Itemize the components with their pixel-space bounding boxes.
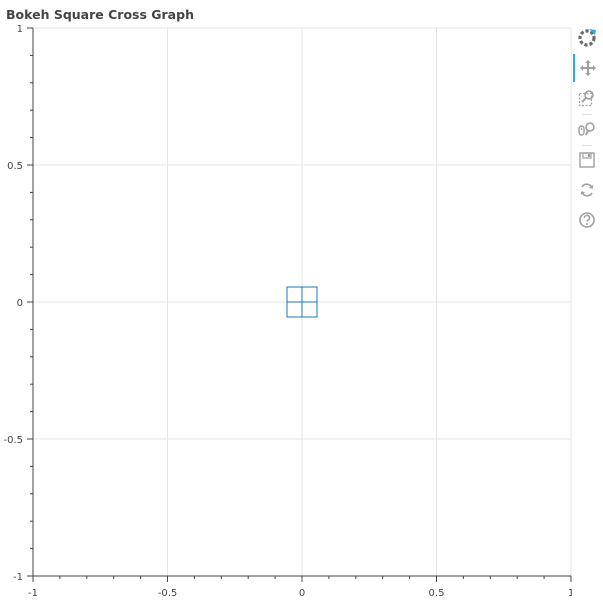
axes: -1 -0.5 0 0.5 1 -1 -0.5 0 0.5 1: [3, 24, 572, 599]
chart-title: Bokeh Square Cross Graph: [6, 7, 194, 22]
y-tick-label: -0.5: [3, 435, 23, 446]
reset-icon: [580, 183, 594, 197]
bokeh-logo-icon[interactable]: [573, 24, 601, 52]
x-tick-label: 1: [568, 588, 572, 599]
box-zoom-icon: [578, 90, 594, 107]
x-tick-label: 0: [299, 588, 305, 599]
help-tool-button[interactable]: [573, 206, 601, 234]
reset-tool-button[interactable]: [573, 176, 601, 204]
y-tick-label: 1: [17, 24, 23, 35]
chart-canvas[interactable]: -1 -0.5 0 0.5 1 -1 -0.5 0 0.5 1: [0, 0, 572, 605]
x-tick-label: -0.5: [158, 588, 178, 599]
pan-icon: [580, 60, 596, 76]
help-icon: [579, 212, 595, 228]
x-tick-label: -1: [28, 588, 38, 599]
y-tick-label: 0.5: [7, 161, 23, 172]
wheel-zoom-tool-button[interactable]: [573, 115, 601, 143]
y-tick-label: 0: [17, 298, 23, 309]
save-tool-button[interactable]: [573, 146, 601, 174]
square-cross-marker[interactable]: [286, 286, 318, 318]
data-marks[interactable]: [286, 286, 318, 318]
y-tick-label: -1: [13, 572, 23, 583]
x-tick-label: 0.5: [429, 588, 445, 599]
box-zoom-tool-button[interactable]: [573, 84, 601, 112]
save-icon: [579, 152, 595, 168]
wheel-zoom-icon: [578, 122, 595, 136]
toolbar: [573, 24, 601, 239]
pan-tool-button[interactable]: [573, 54, 601, 82]
